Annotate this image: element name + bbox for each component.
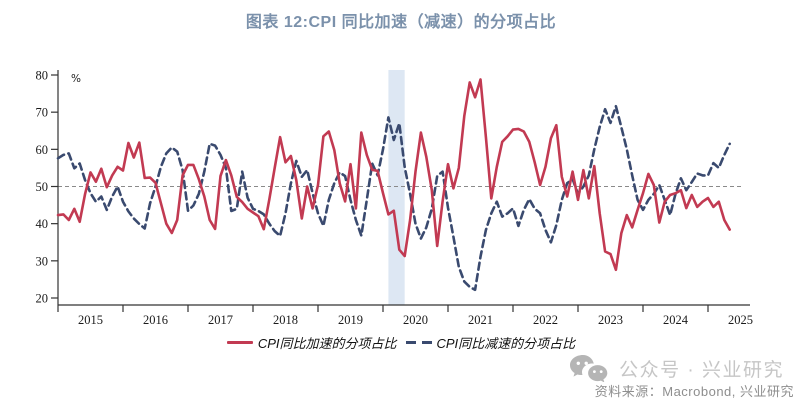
x-tick-label: 2018: [273, 313, 298, 327]
footer-watermark: 公众号 · 兴业研究: [569, 354, 784, 382]
x-tick-label: 2023: [598, 313, 623, 327]
y-tick-label: 80: [36, 69, 49, 83]
legend-swatch-solid-line: [226, 341, 253, 344]
source-text: 资料来源：Macrobond, 兴业研究: [594, 384, 794, 399]
y-axis-unit: %: [71, 73, 81, 85]
y-tick-label: 50: [36, 180, 49, 194]
chart-legend: CPI同比加速的分项占比 CPI同比减速的分项占比: [0, 333, 802, 352]
y-tick-label: 30: [36, 254, 49, 268]
x-tick-label: 2015: [78, 313, 103, 327]
x-tick-label: 2019: [338, 313, 363, 327]
x-tick-label: 2024: [663, 313, 689, 327]
x-tick-label: 2017: [208, 313, 233, 327]
y-tick-label: 20: [36, 292, 49, 306]
series-line-decelerating: [56, 104, 732, 292]
legend-item-decelerating: CPI同比减速的分项占比: [405, 333, 576, 352]
legend-item-accelerating: CPI同比加速的分项占比: [226, 333, 397, 352]
chart-title: 图表 12:CPI 同比加速（减速）的分项占比: [245, 14, 557, 31]
y-tick-label: 40: [36, 217, 49, 231]
y-tick-label: 60: [36, 143, 49, 157]
wechat-icon: [570, 355, 608, 382]
highlight-band-2020: [388, 70, 405, 305]
legend-label-decelerating: CPI同比减速的分项占比: [436, 336, 576, 351]
y-tick-label: 70: [36, 106, 49, 120]
legend-swatch-dashed-line: [405, 340, 432, 345]
series-line-accelerating: [56, 78, 732, 272]
x-tick-label: 2025: [728, 313, 753, 327]
x-tick-label: 2016: [143, 313, 168, 327]
x-tick-label: 2020: [403, 313, 428, 327]
x-tick-label: 2022: [533, 313, 558, 327]
x-tick-label: 2021: [468, 313, 493, 327]
legend-label-accelerating: CPI同比加速的分项占比: [257, 336, 397, 351]
watermark-text: 公众号 · 兴业研究: [619, 359, 784, 381]
